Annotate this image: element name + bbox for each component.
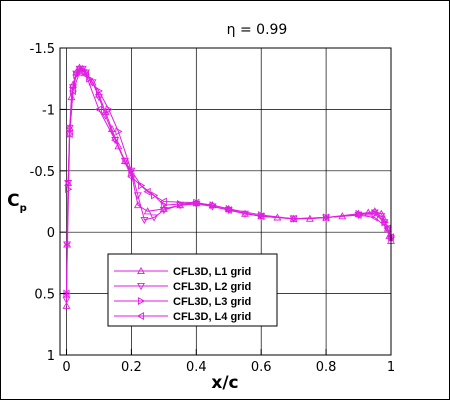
data-point bbox=[224, 206, 232, 215]
data-point bbox=[257, 212, 265, 221]
data-point bbox=[380, 219, 389, 227]
data-point bbox=[62, 296, 71, 304]
data-point bbox=[381, 218, 389, 227]
x-tick-label: 0 bbox=[62, 360, 70, 375]
y-tick-label: 0.5 bbox=[34, 288, 55, 303]
data-point bbox=[143, 207, 152, 215]
y-axis-title-sub: p bbox=[20, 203, 27, 214]
y-tick-label: -1.5 bbox=[30, 42, 55, 57]
legend-marker bbox=[137, 282, 145, 291]
data-point bbox=[150, 214, 159, 222]
data-point bbox=[105, 105, 113, 114]
x-tick-label: 0.8 bbox=[316, 360, 337, 375]
axis-ticks: 0 0.2 0.4 0.6 0.8 1 -1.5 -1 -0.5 0 0.5 1 bbox=[30, 42, 396, 375]
data-point bbox=[138, 181, 146, 190]
data-point bbox=[159, 197, 167, 206]
data-point bbox=[133, 192, 142, 200]
data-point bbox=[95, 87, 104, 95]
y-tick-label: -1 bbox=[42, 103, 55, 118]
x-axis-title: x/c bbox=[211, 373, 238, 393]
data-point bbox=[111, 136, 119, 145]
data-point bbox=[192, 198, 200, 207]
data-point bbox=[241, 210, 249, 218]
data-point bbox=[159, 204, 168, 212]
legend-label: CFL3D, L1 grid bbox=[173, 266, 251, 278]
data-point bbox=[151, 191, 159, 200]
data-point bbox=[364, 208, 373, 216]
chart-title: η = 0.99 bbox=[227, 22, 288, 38]
data-point bbox=[75, 68, 83, 77]
data-point bbox=[383, 224, 391, 233]
data-point bbox=[133, 201, 142, 209]
data-point bbox=[68, 87, 76, 95]
series-l4 bbox=[62, 68, 395, 298]
data-point bbox=[140, 216, 149, 225]
data-point bbox=[62, 289, 70, 298]
x-tick-label: 0.6 bbox=[251, 360, 272, 375]
data-point bbox=[62, 301, 71, 309]
data-point bbox=[94, 94, 103, 102]
data-point bbox=[127, 167, 136, 175]
y-axis-title: Cp bbox=[7, 191, 27, 214]
legend-label: CFL3D, L3 grid bbox=[173, 296, 251, 308]
data-point bbox=[88, 79, 97, 87]
legend-marker bbox=[136, 312, 145, 320]
legend-label: CFL3D, L4 grid bbox=[173, 311, 251, 323]
data-point bbox=[127, 172, 135, 181]
legend-label: CFL3D, L2 grid bbox=[173, 281, 251, 293]
data-point bbox=[143, 187, 151, 196]
data-point bbox=[354, 211, 362, 219]
series-line bbox=[66, 71, 392, 294]
data-point bbox=[377, 213, 386, 221]
data-point bbox=[65, 124, 74, 132]
series-layer bbox=[62, 63, 396, 309]
legend: CFL3D, L1 grid CFL3D, L2 grid CFL3D, L3 gr… bbox=[107, 253, 278, 327]
data-point bbox=[111, 137, 120, 145]
legend-box bbox=[107, 253, 278, 327]
x-tick-label: 0.4 bbox=[186, 360, 207, 375]
data-point bbox=[120, 157, 129, 166]
data-point bbox=[115, 127, 123, 136]
data-point bbox=[86, 74, 94, 83]
plot-frame bbox=[59, 47, 392, 356]
legend-marker bbox=[137, 266, 145, 275]
y-axis-title-main: C bbox=[7, 191, 19, 211]
y-tick-label: -0.5 bbox=[30, 165, 55, 180]
x-tick-label: 0.2 bbox=[121, 360, 142, 375]
data-point bbox=[101, 112, 110, 120]
data-point bbox=[114, 142, 123, 150]
data-point bbox=[65, 130, 73, 138]
data-point bbox=[321, 213, 330, 222]
data-point bbox=[94, 105, 102, 114]
x-tick-label: 1 bbox=[387, 360, 395, 375]
y-tick-label: 1 bbox=[47, 349, 55, 364]
data-point bbox=[370, 213, 378, 222]
data-point bbox=[289, 214, 297, 223]
data-point bbox=[81, 71, 89, 79]
y-tick-label: 0 bbox=[47, 226, 55, 241]
legend-marker bbox=[137, 297, 146, 305]
